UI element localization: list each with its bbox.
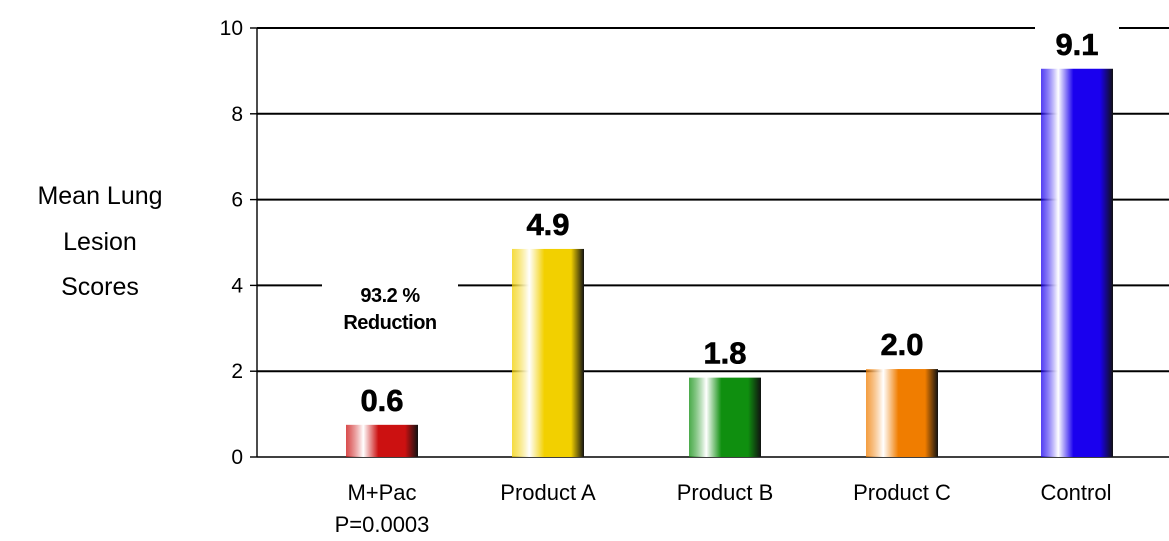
y-tick-label: 2 [231, 360, 243, 383]
y-axis-title-line-1: Mean Lung [37, 182, 163, 210]
value-label-background [340, 380, 424, 417]
x-label-product-a: Product A [473, 477, 623, 509]
annotation-line-2: Reduction [343, 312, 436, 334]
reduction-annotation: 93.2 % Reduction [343, 285, 437, 334]
x-label-control: Control [1001, 477, 1151, 509]
x-label-mpac: M+Pac P=0.0003 [307, 477, 457, 541]
value-label-background [683, 333, 767, 370]
annotation-line-1: 93.2 % [360, 285, 420, 307]
value-label: 9.1 [1055, 27, 1098, 62]
x-label-product-b: Product B [650, 477, 800, 509]
y-tick-label: 4 [231, 274, 243, 297]
x-sublabel-text: P=0.0003 [334, 511, 430, 537]
bars [346, 68, 1113, 457]
x-label-text: Product C [853, 480, 951, 505]
x-label-text: M+Pac [347, 480, 417, 505]
x-label-text: Control [1040, 480, 1112, 505]
y-axis-title-line-3: Scores [61, 273, 139, 301]
bar [346, 424, 418, 457]
bar [866, 369, 938, 457]
value-label: 0.6 [360, 383, 403, 418]
value-label-background [860, 325, 944, 362]
value-label-background [1035, 24, 1119, 61]
gridlines [250, 27, 1169, 458]
bar [1041, 68, 1113, 457]
value-label: 4.9 [526, 207, 569, 242]
value-label: 1.8 [703, 336, 746, 371]
bar [689, 377, 761, 457]
y-axis-title: Mean Lung Lesion Scores [20, 174, 180, 311]
value-label: 2.0 [880, 327, 923, 362]
y-tick-label: 10 [220, 17, 243, 40]
x-label-product-c: Product C [827, 477, 977, 509]
annotation-background [322, 279, 458, 337]
value-labels: 0.6 4.9 1.8 2.0 9.1 [340, 24, 1119, 418]
x-label-text: Product B [676, 480, 774, 505]
value-label-background [506, 204, 590, 241]
y-axis-ticks: 0 2 4 6 8 10 [220, 17, 244, 469]
y-axis-title-line-2: Lesion [63, 227, 137, 256]
x-label-text: Product A [500, 480, 596, 505]
y-tick-label: 6 [231, 189, 243, 212]
y-tick-label: 8 [231, 103, 243, 126]
y-tick-label: 0 [231, 446, 243, 469]
bar [512, 248, 584, 457]
